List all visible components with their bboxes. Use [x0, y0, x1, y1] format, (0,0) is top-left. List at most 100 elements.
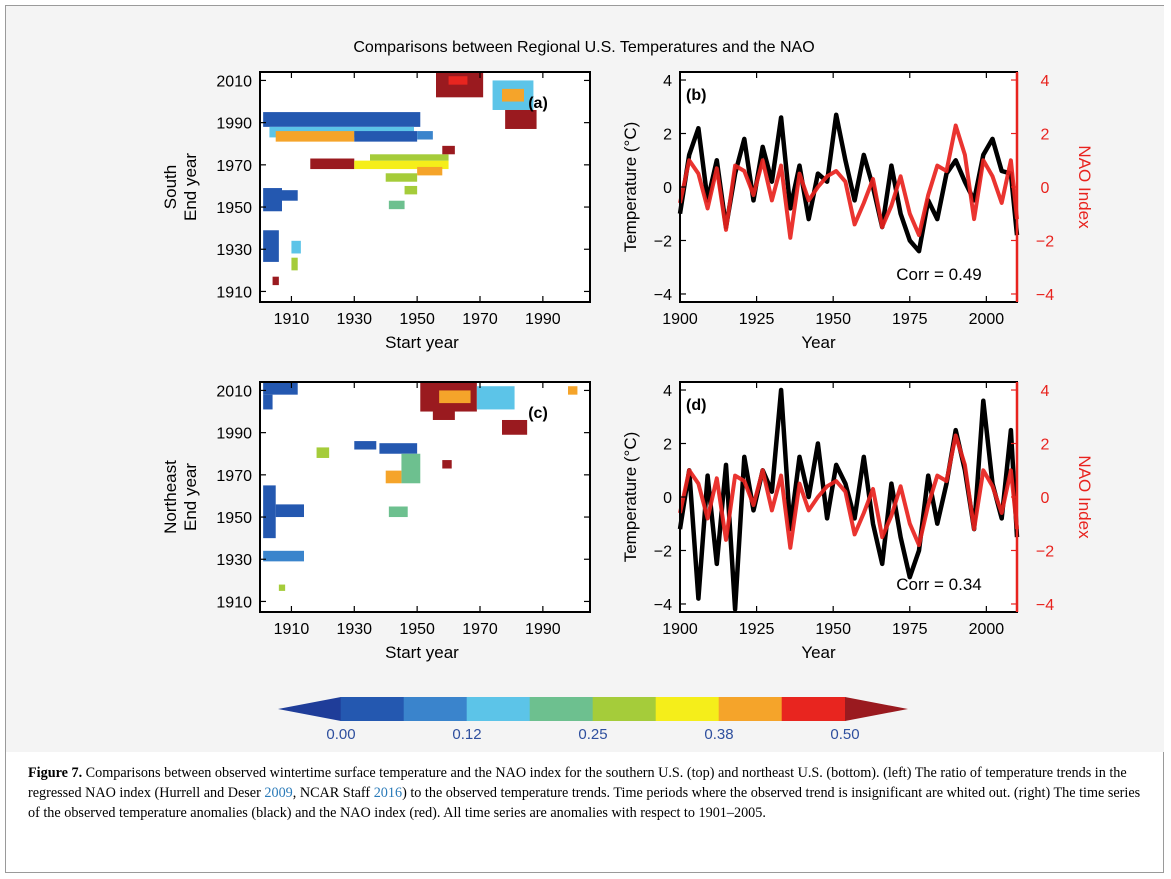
- y2-tick-label: 4: [1041, 73, 1050, 90]
- colorbar-arrow-high: [845, 697, 908, 721]
- y-tick-label: 1990: [216, 426, 252, 443]
- y-tick-label: −2: [654, 543, 672, 560]
- heatmap-cell: [263, 485, 276, 539]
- heatmap-cell: [388, 200, 405, 210]
- y-tick-label: 2: [663, 127, 672, 144]
- x-tick-label: 1910: [274, 311, 310, 328]
- colorbar-segment: [655, 697, 720, 721]
- x-axis-label: Start year: [385, 643, 459, 662]
- y-tick-label: 0: [663, 180, 672, 197]
- colorbar-segment: [403, 697, 468, 721]
- y2-tick-label: −4: [1036, 287, 1054, 304]
- plot-frame: [259, 381, 591, 613]
- colorbar-segment: [529, 697, 594, 721]
- colorbar-segment: [718, 697, 783, 721]
- y-tick-label: 1970: [216, 158, 252, 175]
- citation-link-2016[interactable]: 2016: [373, 785, 403, 801]
- x-tick-label: 1950: [399, 311, 435, 328]
- heatmap-cell: [404, 185, 418, 195]
- heatmap-cell: [272, 276, 279, 286]
- caption-text-3: ) to the observed temperature trends. Ti…: [28, 785, 1141, 821]
- y2-tick-label: 0: [1041, 490, 1050, 507]
- y-tick-label: 1910: [216, 284, 252, 301]
- correlation-annotation: Corr = 0.34: [896, 575, 982, 594]
- caption-text-1: Comparisons between observed wintertime …: [28, 765, 1127, 801]
- region-label: South: [161, 165, 180, 209]
- heatmap-cell: [282, 190, 298, 201]
- colorbar-arrow-low: [278, 697, 341, 721]
- heatmap-cell: [263, 382, 298, 395]
- x-tick-label: 1900: [662, 621, 698, 638]
- x-tick-label: 1900: [662, 311, 698, 328]
- heatmap-cell: [310, 158, 355, 170]
- nao-series-line: [678, 123, 1019, 240]
- y-tick-label: 1950: [216, 200, 252, 217]
- x-tick-label: 1950: [399, 621, 435, 638]
- heatmap-cell: [476, 386, 515, 410]
- y-tick-label: 4: [663, 383, 672, 400]
- x-axis-label: Year: [801, 643, 836, 662]
- x-tick-label: 1910: [274, 621, 310, 638]
- x-tick-label: 1925: [739, 621, 775, 638]
- x-tick-label: 1950: [815, 621, 851, 638]
- caption-label: Figure 7.: [28, 765, 83, 781]
- x-tick-label: 1930: [336, 311, 372, 328]
- plot-background: [260, 382, 590, 612]
- y-tick-label: 1950: [216, 510, 252, 527]
- heatmap-cell: [263, 230, 279, 262]
- y-tick-label: 1990: [216, 116, 252, 133]
- x-tick-label: 1990: [525, 621, 561, 638]
- colorbar-segment: [340, 697, 405, 721]
- figure-caption: Figure 7. Comparisons between observed w…: [28, 763, 1148, 823]
- heatmap-cell: [568, 386, 578, 395]
- heatmap-cell: [263, 550, 304, 562]
- panel-a-heatmap: 1910 1930 1950 1970 1990 1910 1930 1950 1970 1990…: [161, 71, 591, 352]
- heatmap-cell: [379, 443, 418, 454]
- heatmap-cell: [401, 453, 421, 484]
- nao-series-line: [678, 433, 1019, 550]
- y-axis-label: End year: [181, 463, 200, 531]
- heatmap-cell: [388, 506, 408, 518]
- figure-area: Comparisons between Regional U.S. Temper…: [6, 6, 1164, 752]
- heatmap-cell: [316, 447, 330, 458]
- x-axis-label: Start year: [385, 333, 459, 352]
- y-tick-label: 2: [663, 437, 672, 454]
- x-tick-label: 2000: [969, 621, 1005, 638]
- y2-tick-label: −2: [1036, 543, 1054, 560]
- x-tick-label: 1970: [462, 621, 498, 638]
- y-axis-label: End year: [181, 153, 200, 221]
- panel-label: (d): [686, 397, 706, 414]
- heatmap-cell: [385, 470, 402, 484]
- heatmap-cell: [354, 441, 377, 450]
- y-tick-label: 0: [663, 490, 672, 507]
- y-tick-label: 4: [663, 73, 672, 90]
- heatmap-cell: [263, 112, 421, 127]
- panel-label: (a): [528, 95, 548, 112]
- region-label: Northeast: [161, 460, 180, 534]
- plot-frame: [259, 71, 591, 303]
- figure-canvas: Comparisons between Regional U.S. Temper…: [161, 39, 1094, 743]
- figure-title: Comparisons between Regional U.S. Temper…: [353, 39, 814, 56]
- heatmap-cell: [502, 419, 528, 435]
- heatmap-cell: [278, 584, 286, 591]
- correlation-annotation: Corr = 0.49: [896, 265, 982, 284]
- citation-link-2009[interactable]: 2009: [264, 785, 293, 801]
- heatmap-cell: [275, 504, 304, 518]
- y2-tick-label: 2: [1041, 127, 1050, 144]
- colorbar-tick-label: 0.38: [704, 726, 733, 743]
- heatmap-cell: [263, 188, 282, 212]
- colorbar-tick-label: 0.50: [830, 726, 859, 743]
- colorbar: 0.00 0.12 0.25 0.38 0.50: [278, 697, 908, 743]
- panel-d-timeseries: 1900 1925 1950 1975 2000 −4 −2 0 2 4 −4 −2 0 2 4 Year Te…: [621, 381, 1094, 662]
- colorbar-segment: [466, 697, 531, 721]
- y2-axis-label: NAO Index: [1075, 455, 1094, 539]
- y-tick-label: 1970: [216, 468, 252, 485]
- x-tick-label: 1990: [525, 311, 561, 328]
- x-tick-label: 1975: [892, 621, 928, 638]
- colorbar-tick-label: 0.12: [452, 726, 481, 743]
- heatmap-cell: [442, 460, 452, 469]
- panel-b-timeseries: 1900 1925 1950 1975 2000 −4 −2 0 2 4 −4 −2 0 2 4 Year Te…: [621, 71, 1094, 352]
- y-tick-label: 2010: [216, 73, 252, 90]
- y-axis-label: Temperature (°C): [621, 432, 640, 563]
- heatmap-cell: [417, 131, 433, 140]
